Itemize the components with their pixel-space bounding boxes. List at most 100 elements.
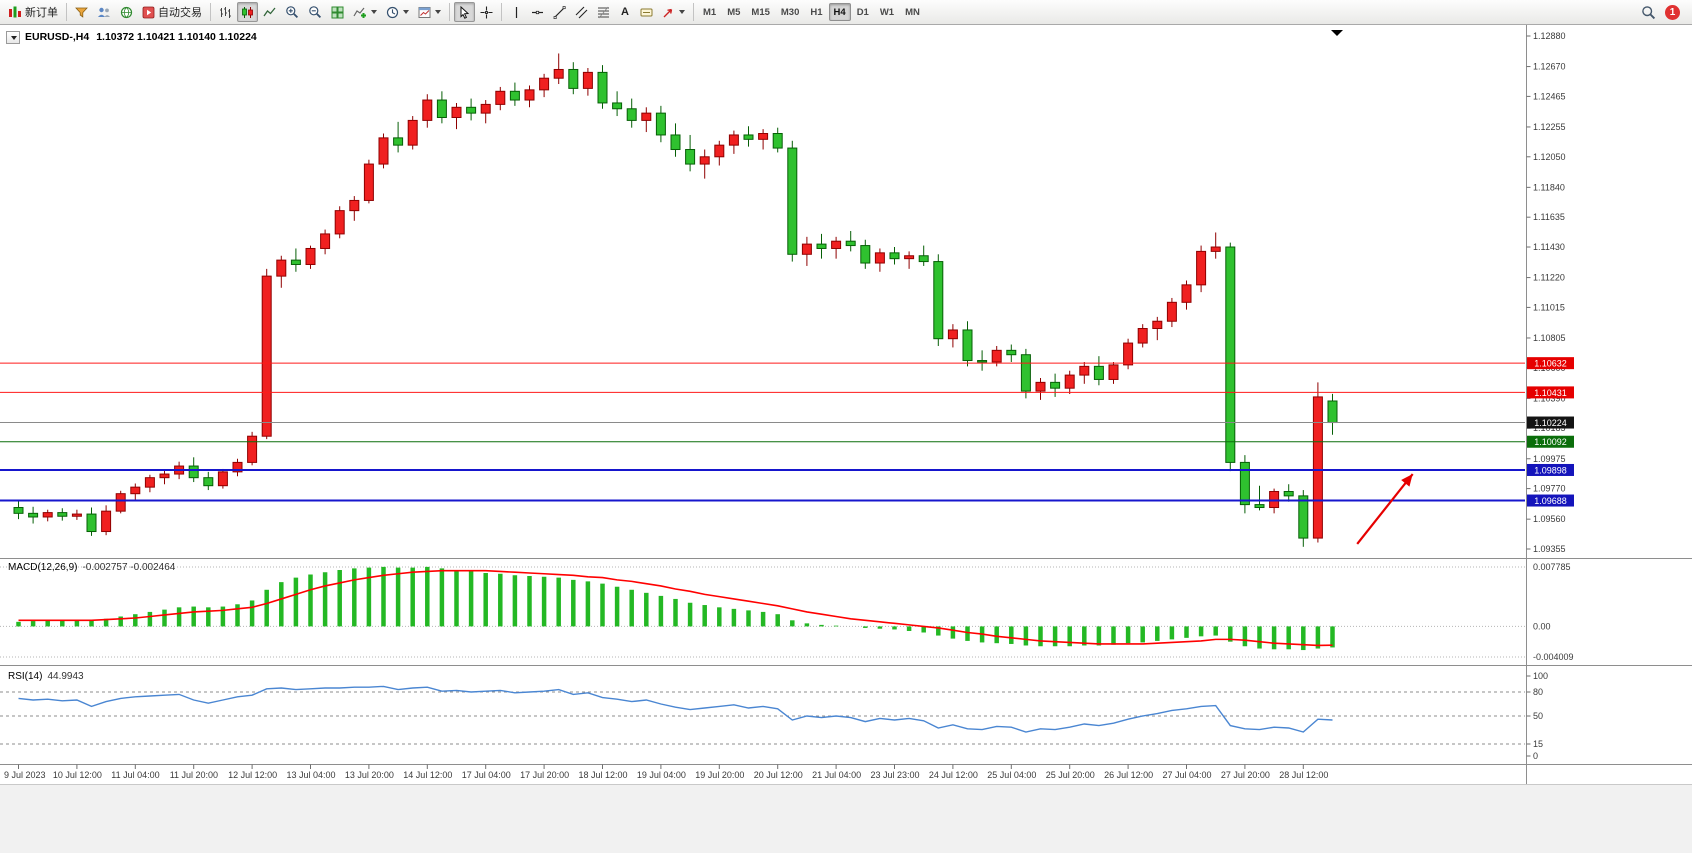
- chevron-down-icon: [435, 10, 441, 14]
- timeframe-h1-button[interactable]: H1: [810, 6, 823, 18]
- svg-text:1.09770: 1.09770: [1533, 484, 1566, 494]
- rsi-name: RSI(14): [8, 671, 43, 682]
- fibonacci-tool-button[interactable]: [593, 2, 614, 22]
- vertical-line-icon: [515, 6, 517, 18]
- chevron-down-icon: [403, 10, 409, 14]
- price-axis[interactable]: 1.12880 1.12670 1.12465 1.12255 1.12050 1.118…: [1526, 31, 1575, 554]
- candles: [13, 53, 1338, 547]
- main-toolbar: 新订单 自动交易: [0, 0, 1692, 25]
- notification-count: 1: [1669, 6, 1676, 18]
- new-order-button[interactable]: 新订单: [4, 2, 62, 22]
- chart-title: EURUSD-,H4 1.10372 1.10421 1.10140 1.1022…: [25, 31, 257, 43]
- zoom-out-button[interactable]: [304, 2, 326, 22]
- vertical-line-tool-button[interactable]: [506, 2, 526, 22]
- svg-text:24 Jul 12:00: 24 Jul 12:00: [929, 770, 978, 780]
- svg-text:1.10431: 1.10431: [1534, 388, 1567, 398]
- crosshair-icon: [480, 6, 493, 18]
- chart-shift-marker[interactable]: [1331, 30, 1343, 36]
- zoom-in-button[interactable]: [281, 2, 303, 22]
- indicators-menu-button[interactable]: [349, 2, 381, 22]
- svg-text:19 Jul 20:00: 19 Jul 20:00: [695, 770, 744, 780]
- search-icon: [1642, 5, 1656, 19]
- svg-text:1.11635: 1.11635: [1533, 212, 1565, 222]
- svg-text:80: 80: [1533, 687, 1543, 697]
- community-button[interactable]: [116, 2, 137, 22]
- ohlc-bars-icon: [220, 6, 231, 18]
- timeframe-m1-button[interactable]: M1: [703, 6, 717, 18]
- svg-text:21 Jul 04:00: 21 Jul 04:00: [812, 770, 861, 780]
- macd-panel: 0.007785 0.00 -0.004009: [0, 562, 1574, 662]
- timeframe-m5-button[interactable]: M5: [727, 6, 741, 18]
- svg-text:11 Jul 20:00: 11 Jul 20:00: [170, 770, 218, 780]
- crosshair-tool-button[interactable]: [476, 2, 497, 22]
- candlestick-mode-button[interactable]: [237, 2, 258, 22]
- chart-canvas[interactable]: 1.12880 1.12670 1.12465 1.12255 1.12050 1.118…: [0, 25, 1692, 853]
- text-tool-button[interactable]: A: [615, 2, 635, 22]
- trendline-tool-button[interactable]: [549, 2, 570, 22]
- templates-menu-button[interactable]: [414, 2, 445, 22]
- indicators-icon: [353, 7, 366, 18]
- one-click-trading-toggle[interactable]: [6, 31, 20, 44]
- svg-text:1.09898: 1.09898: [1534, 465, 1567, 475]
- svg-text:-0.004009: -0.004009: [1533, 652, 1574, 662]
- separator: [501, 3, 502, 21]
- macd-values: -0.002757 -0.002464: [82, 562, 176, 573]
- tile-windows-icon: [331, 6, 344, 18]
- rsi-line: [18, 685, 1333, 733]
- clock-icon: [386, 6, 399, 18]
- svg-text:25 Jul 20:00: 25 Jul 20:00: [1046, 770, 1095, 780]
- tile-windows-button[interactable]: [327, 2, 348, 22]
- trend-arrow-annotation[interactable]: [1356, 473, 1414, 545]
- svg-text:1.09688: 1.09688: [1534, 496, 1567, 506]
- ohlc-values: 1.10372 1.10421 1.10140 1.10224: [96, 31, 257, 43]
- auto-trading-label: 自动交易: [158, 7, 202, 19]
- svg-text:28 Jul 12:00: 28 Jul 12:00: [1279, 770, 1328, 780]
- new-order-label: 新订单: [25, 7, 58, 19]
- timeframe-w1-button[interactable]: W1: [879, 6, 895, 18]
- market-watch-button[interactable]: [71, 2, 92, 22]
- accounts-button[interactable]: [93, 2, 115, 22]
- svg-text:1.11430: 1.11430: [1533, 242, 1565, 252]
- rsi-indicator-label: RSI(14) 44.9943: [8, 671, 84, 682]
- svg-text:0.007785: 0.007785: [1533, 562, 1571, 572]
- channel-tool-button[interactable]: [571, 2, 592, 22]
- timeframe-d1-button[interactable]: D1: [856, 6, 869, 18]
- line-chart-icon: [263, 7, 276, 16]
- bar-chart-mode-button[interactable]: [215, 2, 236, 22]
- svg-text:13 Jul 20:00: 13 Jul 20:00: [345, 770, 394, 780]
- auto-trading-button[interactable]: 自动交易: [138, 2, 206, 22]
- timeframe-group: M1 M5 M15 M30 H1 H4 D1 W1 MN: [698, 3, 925, 21]
- rsi-panel: 100 80 50 15 0: [0, 671, 1548, 761]
- arrows-tool-button[interactable]: [658, 2, 689, 22]
- horizontal-line-tool-button[interactable]: [527, 2, 548, 22]
- macd-indicator-label: MACD(12,26,9) -0.002757 -0.002464: [8, 562, 175, 573]
- separator: [66, 3, 67, 21]
- svg-text:50: 50: [1533, 711, 1543, 721]
- horizontal-lines[interactable]: [0, 362, 1525, 502]
- line-chart-mode-button[interactable]: [259, 2, 280, 22]
- template-icon: [418, 6, 431, 18]
- macd-name: MACD(12,26,9): [8, 562, 78, 573]
- separator: [210, 3, 211, 21]
- cursor-icon: [460, 5, 470, 19]
- notification-badge[interactable]: 1: [1665, 4, 1680, 20]
- separator: [693, 3, 694, 21]
- search-button[interactable]: [1637, 2, 1660, 22]
- chart-window: 1.12880 1.12670 1.12465 1.12255 1.12050 1.118…: [0, 25, 1692, 853]
- timeframe-m15-button[interactable]: M15: [751, 6, 770, 18]
- svg-text:1.09560: 1.09560: [1533, 514, 1566, 524]
- svg-text:27 Jul 04:00: 27 Jul 04:00: [1163, 770, 1212, 780]
- timeframe-m30-button[interactable]: M30: [780, 6, 800, 18]
- timeframe-h4-button[interactable]: H4: [828, 3, 851, 21]
- periods-menu-button[interactable]: [382, 2, 413, 22]
- svg-text:13 Jul 04:00: 13 Jul 04:00: [287, 770, 336, 780]
- zoom-out-icon: [309, 6, 322, 19]
- time-axis[interactable]: 9 Jul 2023 10 Jul 12:00 11 Jul 04:00 11 Jul…: [4, 764, 1328, 781]
- cursor-tool-button[interactable]: [454, 2, 475, 22]
- chevron-down-icon: [679, 10, 685, 14]
- timeframe-mn-button[interactable]: MN: [905, 6, 920, 18]
- svg-text:1.10632: 1.10632: [1534, 359, 1567, 369]
- svg-text:14 Jul 12:00: 14 Jul 12:00: [403, 770, 452, 780]
- label-tool-button[interactable]: [636, 2, 657, 22]
- svg-text:12 Jul 12:00: 12 Jul 12:00: [228, 770, 277, 780]
